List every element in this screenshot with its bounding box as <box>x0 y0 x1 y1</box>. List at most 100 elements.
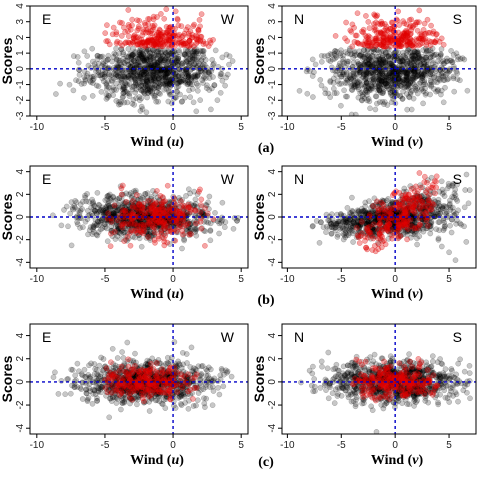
data-point <box>366 198 372 204</box>
data-point <box>414 59 421 65</box>
data-point <box>82 76 89 83</box>
data-point <box>376 77 382 84</box>
data-point <box>371 61 377 68</box>
data-point <box>418 61 424 68</box>
data-point <box>202 75 209 81</box>
highlight-point <box>127 242 134 249</box>
highlight-point <box>191 21 197 28</box>
data-point <box>420 47 427 53</box>
data-point <box>431 74 437 81</box>
data-point <box>194 88 201 94</box>
data-point <box>74 54 81 60</box>
data-point <box>155 72 162 78</box>
data-point <box>143 74 150 81</box>
data-point <box>387 75 394 81</box>
data-point <box>376 83 382 89</box>
data-point <box>136 69 143 76</box>
data-point <box>454 70 461 76</box>
data-point <box>189 55 196 61</box>
highlight-point <box>400 196 406 202</box>
data-point <box>193 60 199 66</box>
data-point <box>400 49 407 56</box>
data-point <box>172 71 179 77</box>
data-point <box>414 73 420 79</box>
y-axis-label: Scores <box>0 193 15 240</box>
data-point <box>148 60 154 67</box>
data-point <box>55 391 62 397</box>
data-point <box>348 83 355 89</box>
x-tick-label: -5 <box>100 122 109 133</box>
data-point <box>365 85 372 91</box>
highlight-point <box>184 42 191 49</box>
data-point <box>363 88 370 94</box>
data-point <box>101 78 107 85</box>
data-point <box>345 58 352 65</box>
highlight-point <box>416 170 423 176</box>
data-point <box>152 61 159 68</box>
data-point <box>97 72 103 79</box>
data-point <box>345 76 351 82</box>
data-point <box>367 70 374 77</box>
highlight-point <box>162 33 168 39</box>
data-point <box>406 94 413 101</box>
data-point <box>123 57 129 64</box>
data-point <box>383 49 389 56</box>
data-point <box>410 56 417 62</box>
data-point <box>382 60 389 67</box>
data-point <box>192 50 198 56</box>
highlight-point <box>172 8 179 15</box>
data-point <box>192 225 199 232</box>
data-point <box>378 60 384 66</box>
highlight-point <box>111 202 118 209</box>
data-point <box>443 58 450 65</box>
highlight-point <box>119 42 125 49</box>
data-point <box>407 91 414 97</box>
data-point <box>365 60 372 67</box>
data-point <box>358 97 365 103</box>
highlight-point <box>145 234 151 240</box>
data-point <box>370 53 376 59</box>
data-point <box>155 61 162 67</box>
data-point <box>228 373 235 380</box>
data-point <box>133 62 140 68</box>
data-point <box>368 48 375 55</box>
data-point <box>195 73 201 79</box>
data-point <box>337 63 344 70</box>
data-point <box>383 59 389 65</box>
data-point <box>144 78 151 84</box>
data-point <box>162 75 169 81</box>
data-point <box>118 99 124 105</box>
data-point <box>116 50 122 57</box>
data-point <box>81 80 87 87</box>
data-point <box>399 62 406 68</box>
data-point <box>139 68 146 75</box>
data-point <box>438 58 445 65</box>
data-point <box>142 87 149 94</box>
data-point <box>208 106 214 113</box>
highlight-point <box>332 33 339 39</box>
data-point <box>125 74 131 80</box>
highlight-point <box>136 23 142 30</box>
data-point <box>142 81 149 88</box>
data-point <box>138 76 144 82</box>
highlight-point <box>152 229 158 236</box>
data-point <box>63 203 70 210</box>
highlight-point <box>422 210 428 216</box>
data-point <box>349 87 356 93</box>
data-point <box>156 80 162 86</box>
data-point <box>382 80 389 86</box>
data-point <box>152 79 159 86</box>
data-point <box>449 194 456 200</box>
data-point <box>118 406 124 413</box>
data-point <box>361 54 368 60</box>
highlight-point <box>174 16 181 23</box>
data-point <box>149 50 155 56</box>
data-point <box>383 80 390 87</box>
data-point <box>351 84 357 91</box>
data-point <box>143 47 150 53</box>
data-point <box>411 70 417 77</box>
highlight-point <box>189 32 196 38</box>
highlight-point <box>158 43 164 50</box>
data-point <box>150 71 157 78</box>
